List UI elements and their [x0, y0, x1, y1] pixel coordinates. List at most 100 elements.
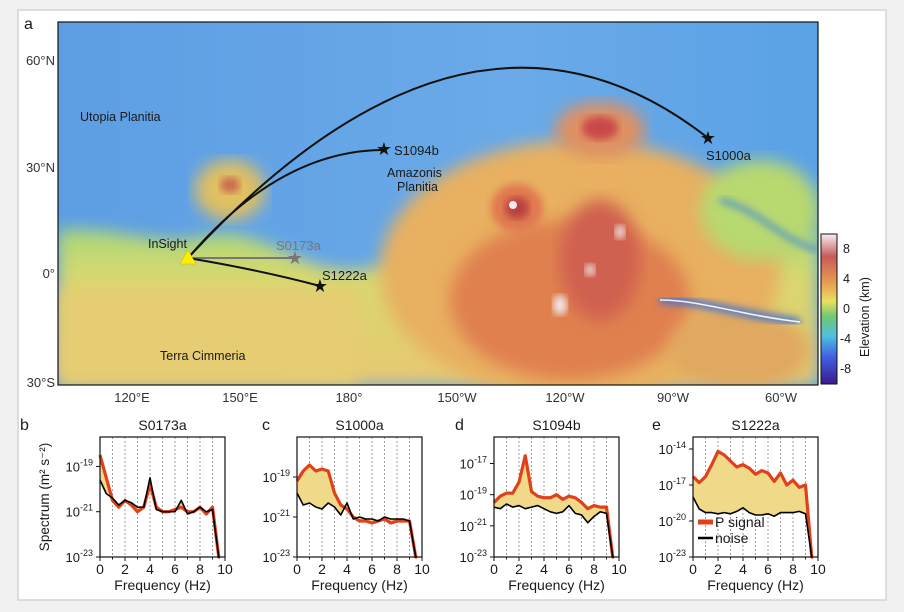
colorbar-tick-0: 0 — [843, 302, 850, 316]
path-s1222a — [187, 257, 321, 287]
map-frame — [57, 21, 819, 386]
y-tick-label: 10-19 — [66, 457, 93, 474]
y-tick-label: 10-21 — [460, 517, 487, 534]
event-label-s1000a: S1000a — [706, 148, 752, 163]
chart-title: S1000a — [335, 417, 383, 433]
event-label-s1222a: S1222a — [322, 268, 368, 283]
star-icon-s0173a: ★ — [287, 248, 303, 268]
y-tick-label: 10-21 — [66, 503, 93, 520]
p-signal-line — [492, 454, 615, 559]
elevation-colorbar — [820, 233, 838, 385]
y-tick-label: 10-23 — [460, 548, 487, 565]
spectra-panels: b S0173a 0 2 4 6 8 10 10-19 10-21 10-23 Frequency (… — [20, 417, 826, 593]
event-label-s1094b: S1094b — [394, 143, 439, 158]
event-label-s0173a: S0173a — [276, 238, 322, 253]
region-amazonis-line2: Planitia — [397, 180, 438, 194]
y-tick-label: 10-17 — [460, 454, 487, 471]
spectrum-panel-s1000a: c S1000a 0 2 4 6 8 10 10-19 10-21 10-23 Frequency (… — [262, 417, 430, 593]
y-tick-label: 10-17 — [659, 476, 686, 493]
lat-label-0: 0° — [43, 266, 55, 281]
lon-label-90w: 90°W — [657, 390, 690, 405]
legend-label-noise: noise — [715, 530, 749, 546]
insight-lander-icon — [179, 249, 197, 265]
x-tick-label: 8 — [196, 561, 204, 577]
x-tick-label: 0 — [293, 561, 301, 577]
y-tick-label: 10-19 — [263, 468, 290, 485]
p-signal-line — [295, 463, 418, 559]
panel-letter-b: b — [20, 417, 29, 434]
x-axis-label: Frequency (Hz) — [707, 577, 803, 593]
p-signal-line — [691, 449, 814, 559]
lon-label-120w: 120°W — [545, 390, 585, 405]
x-tick-label: 2 — [515, 561, 523, 577]
star-icon-s1094b: ★ — [376, 139, 392, 159]
chart-title: S0173a — [138, 417, 186, 433]
path-s1094b — [187, 149, 385, 259]
signal-excess-fill — [494, 455, 613, 557]
spectrum-panel-s0173a: b S0173a 0 2 4 6 8 10 10-19 10-21 10-23 Frequency (… — [20, 417, 233, 593]
colorbar-label: Elevation (km) — [858, 277, 872, 357]
x-tick-label: 8 — [590, 561, 598, 577]
star-icon-s1000a: ★ — [700, 128, 716, 148]
mars-elevation-map — [58, 22, 818, 385]
insight-label: InSight — [148, 237, 187, 251]
x-tick-label: 6 — [171, 561, 179, 577]
x-tick-label: 10 — [414, 561, 430, 577]
noise-line — [493, 503, 614, 558]
y-axis-label: Spectrum (m² s⁻²) — [37, 443, 52, 551]
panel-letter-e: e — [652, 417, 661, 434]
star-icon-s1222a: ★ — [312, 276, 328, 296]
y-tick-label: 10-23 — [263, 548, 290, 565]
chart-title: S1094b — [532, 417, 580, 433]
spectrum-panel-s1222a: e S1222a 0 2 4 6 8 10 10-14 10-17 10-20 10-23 Freque… — [652, 417, 826, 593]
colorbar-tick-neg4: -4 — [840, 332, 851, 346]
lon-label-150e: 150°E — [222, 390, 258, 405]
x-tick-label: 4 — [540, 561, 548, 577]
y-tick-label: 10-14 — [659, 440, 686, 457]
x-tick-label: 6 — [565, 561, 573, 577]
x-tick-label: 6 — [368, 561, 376, 577]
lat-label-30s: 30°S — [27, 375, 56, 390]
noise-line — [692, 496, 813, 558]
noise-line — [296, 492, 417, 558]
x-axis-label: Frequency (Hz) — [114, 577, 210, 593]
x-axis-label: Frequency (Hz) — [311, 577, 407, 593]
x-tick-label: 4 — [146, 561, 154, 577]
x-tick-label: 6 — [764, 561, 772, 577]
x-axis-label: Frequency (Hz) — [508, 577, 604, 593]
colorbar-tick-neg8: -8 — [840, 362, 851, 376]
x-tick-label: 2 — [714, 561, 722, 577]
x-tick-label: 0 — [490, 561, 498, 577]
legend-label-signal: P signal — [715, 514, 765, 530]
colorbar-tick-4: 4 — [843, 272, 850, 286]
x-tick-label: 4 — [343, 561, 351, 577]
x-tick-label: 0 — [96, 561, 104, 577]
x-tick-label: 2 — [318, 561, 326, 577]
x-tick-label: 8 — [789, 561, 797, 577]
panel-letter-a: a — [24, 16, 33, 33]
region-amazonis-line1: Amazonis — [387, 166, 442, 180]
signal-excess-fill — [297, 465, 416, 557]
noise-line — [99, 476, 220, 558]
y-tick-label: 10-19 — [460, 486, 487, 503]
x-tick-label: 0 — [689, 561, 697, 577]
x-tick-label: 10 — [217, 561, 233, 577]
y-tick-label: 10-20 — [659, 512, 686, 529]
lon-label-60w: 60°W — [765, 390, 798, 405]
lat-label-60n: 60°N — [26, 53, 55, 68]
lon-label-180: 180° — [336, 390, 363, 405]
x-tick-label: 2 — [121, 561, 129, 577]
x-tick-label: 10 — [810, 561, 826, 577]
chart-title: S1222a — [731, 417, 779, 433]
lon-label-150w: 150°W — [437, 390, 477, 405]
panel-letter-d: d — [455, 417, 464, 434]
region-utopia-planitia: Utopia Planitia — [80, 110, 161, 124]
lat-label-30n: 30°N — [26, 160, 55, 175]
region-terra-cimmeria: Terra Cimmeria — [160, 349, 245, 363]
panel-letter-c: c — [262, 417, 270, 434]
path-s1000a — [187, 66, 709, 259]
x-tick-label: 4 — [739, 561, 747, 577]
y-tick-label: 10-23 — [659, 548, 686, 565]
x-tick-label: 10 — [611, 561, 627, 577]
